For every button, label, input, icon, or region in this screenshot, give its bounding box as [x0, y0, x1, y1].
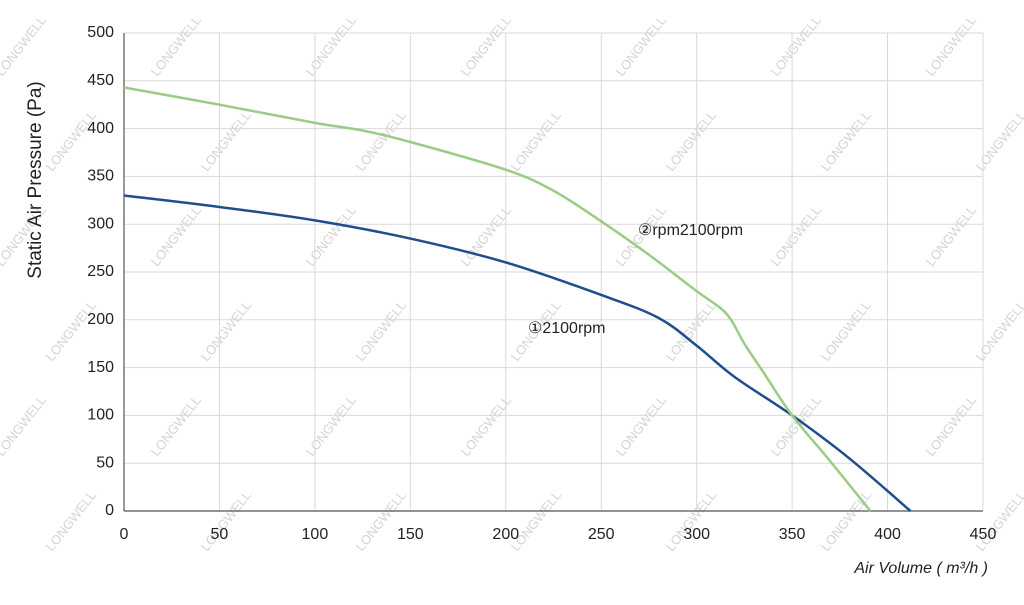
- watermark: LONGWELL: [768, 203, 824, 269]
- watermark: LONGWELL: [613, 13, 669, 79]
- y-tick-label: 500: [87, 24, 114, 41]
- y-tick-label: 450: [87, 72, 114, 89]
- watermark: LONGWELL: [43, 298, 99, 364]
- y-tick-label: 350: [87, 168, 114, 185]
- series-line: [123, 86, 872, 512]
- y-tick-label: 150: [87, 359, 114, 376]
- watermark: LONGWELL: [973, 298, 1024, 364]
- watermark: LONGWELL: [148, 13, 204, 79]
- series-label: ①2100rpm: [528, 320, 606, 337]
- y-tick-label: 200: [87, 311, 114, 328]
- watermark: LONGWELL: [148, 393, 204, 459]
- watermark: LONGWELL: [353, 298, 409, 364]
- y-tick-label: 100: [87, 407, 114, 424]
- watermark: LONGWELL: [353, 488, 409, 554]
- watermark: LONGWELL: [43, 488, 99, 554]
- watermark-layer: LONGWELL LONGWELL LONGWELL LONGWELL LONGWELL…: [0, 13, 1024, 554]
- watermark: LONGWELL: [818, 488, 874, 554]
- x-tick-label: 50: [211, 526, 229, 543]
- watermark: LONGWELL: [923, 203, 979, 269]
- watermark: LONGWELL: [43, 108, 99, 174]
- x-tick-label: 300: [683, 526, 710, 543]
- series-label: ②rpm2100rpm: [638, 222, 743, 239]
- x-tick-label: 200: [492, 526, 519, 543]
- y-tick-label: 400: [87, 120, 114, 137]
- watermark: LONGWELL: [198, 108, 254, 174]
- watermark: LONGWELL: [508, 488, 564, 554]
- y-axis-label: Static Air Pressure (Pa): [25, 81, 46, 278]
- y-tick-label: 300: [87, 215, 114, 232]
- x-tick-label: 0: [120, 526, 129, 543]
- y-tick-label: 250: [87, 263, 114, 280]
- x-tick-label: 400: [874, 526, 901, 543]
- watermark: LONGWELL: [818, 298, 874, 364]
- watermark: LONGWELL: [663, 108, 719, 174]
- watermark: LONGWELL: [148, 203, 204, 269]
- watermark: LONGWELL: [973, 108, 1024, 174]
- watermark: LONGWELL: [303, 13, 359, 79]
- x-tick-label: 450: [970, 526, 997, 543]
- watermark: LONGWELL: [198, 298, 254, 364]
- watermark: LONGWELL: [303, 203, 359, 269]
- watermark: LONGWELL: [663, 298, 719, 364]
- watermark: LONGWELL: [198, 488, 254, 554]
- watermark: LONGWELL: [303, 393, 359, 459]
- watermark: LONGWELL: [923, 13, 979, 79]
- watermark: LONGWELL: [353, 108, 409, 174]
- y-tick-label: 0: [105, 502, 114, 519]
- watermark: LONGWELL: [0, 393, 49, 459]
- x-tick-label: 350: [779, 526, 806, 543]
- watermark: LONGWELL: [768, 13, 824, 79]
- x-tick-label: 100: [302, 526, 329, 543]
- x-tick-label: 250: [588, 526, 615, 543]
- watermark: LONGWELL: [508, 108, 564, 174]
- x-axis-label: Air Volume ( m³/h ): [853, 560, 988, 577]
- watermark: LONGWELL: [818, 108, 874, 174]
- watermark: LONGWELL: [973, 488, 1024, 554]
- watermark: LONGWELL: [663, 488, 719, 554]
- watermark: LONGWELL: [0, 13, 49, 79]
- x-tick-label: 150: [397, 526, 424, 543]
- y-tick-label: 50: [96, 454, 114, 471]
- watermark: LONGWELL: [768, 393, 824, 459]
- watermark: LONGWELL: [923, 393, 979, 459]
- watermark: LONGWELL: [613, 393, 669, 459]
